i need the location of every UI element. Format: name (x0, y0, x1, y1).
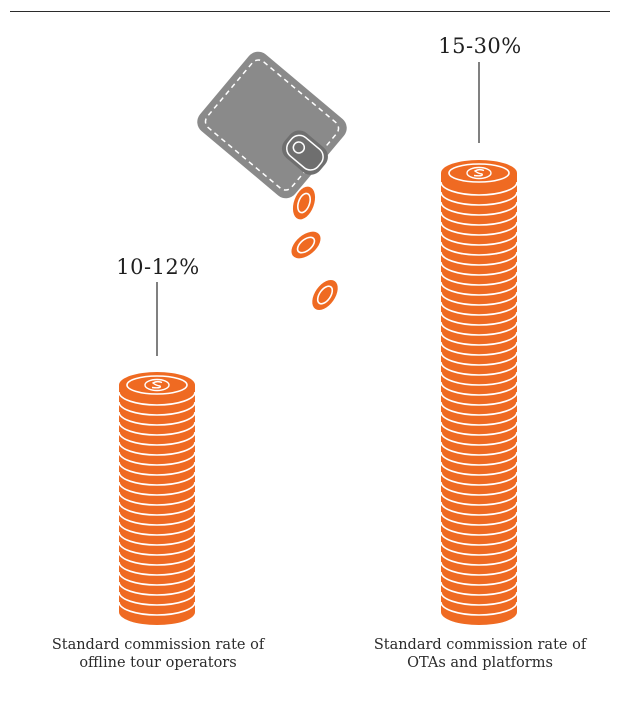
coin-rim (440, 551, 518, 566)
coin-rim (440, 351, 518, 366)
coin-base (119, 599, 195, 625)
dollar-icon (473, 168, 485, 177)
coin-rim (118, 521, 196, 536)
wallet-clasp (281, 130, 328, 175)
coin-rim (118, 591, 196, 606)
coin-rim (440, 491, 518, 506)
dollar-icon (151, 380, 163, 389)
top-divider (10, 11, 610, 12)
coin-rim (440, 291, 518, 306)
coin-rim (118, 581, 196, 596)
coin-rim (440, 221, 518, 236)
dollar-icon-ring (144, 378, 170, 392)
coin-rim (118, 461, 196, 476)
coin-rim (118, 411, 196, 426)
coin-stack-ota (440, 62, 518, 625)
coin-rim (118, 431, 196, 446)
coin-rim (440, 501, 518, 516)
value-label-ota: 15-30% (438, 34, 522, 58)
coin-rim (118, 601, 196, 616)
coin-rim (440, 311, 518, 326)
dollar-icon-ring (466, 166, 492, 180)
coin-rim (440, 301, 518, 316)
wallet-stitching (204, 59, 340, 191)
falling-coin-ring (316, 285, 334, 305)
coin-rim (440, 391, 518, 406)
coin-rim (440, 271, 518, 286)
coin-rim (440, 381, 518, 396)
coin-rim (440, 421, 518, 436)
coin-rim (118, 491, 196, 506)
coin-rim (440, 441, 518, 456)
coin-rim (440, 401, 518, 416)
coin-rim (118, 501, 196, 516)
category-label-offline: Standard commission rate of offline tour… (51, 637, 265, 671)
coin-rim (440, 531, 518, 546)
coin-rim (118, 421, 196, 436)
coin-rim (440, 451, 518, 466)
coin-rim (118, 551, 196, 566)
coin-rim (440, 231, 518, 246)
coin-rim (440, 321, 518, 336)
coin-rim (118, 471, 196, 486)
coin-base (441, 599, 517, 625)
coin-rim (440, 361, 518, 376)
coin-rim (440, 181, 518, 196)
coin-rim (440, 201, 518, 216)
coin-rim (440, 471, 518, 486)
value-label-offline: 10-12% (116, 255, 200, 279)
coin-rim (440, 331, 518, 346)
coin-rim (440, 261, 518, 276)
coin-rim (118, 391, 196, 406)
coin-rim (440, 541, 518, 556)
coin-rim (440, 251, 518, 266)
coin-rim (440, 511, 518, 526)
falling-coin-ring (296, 236, 316, 254)
falling-coin-ring (297, 192, 311, 214)
coin-rim (118, 481, 196, 496)
coin-rim (440, 581, 518, 596)
falling-coin-face (312, 279, 338, 311)
top-coin-ring (126, 375, 188, 395)
coin-rim (440, 571, 518, 586)
coin-rim (440, 281, 518, 296)
coin-rim (440, 561, 518, 576)
wallet-icon (197, 51, 347, 199)
coin-rim (440, 431, 518, 446)
coin-rim (440, 241, 518, 256)
coin-rim (118, 511, 196, 526)
coin-rim (118, 401, 196, 416)
wallet-body (197, 51, 347, 199)
bar (441, 173, 517, 612)
wallet-clasp-outline (286, 134, 324, 171)
coin-rim (440, 591, 518, 606)
coin-rim (118, 531, 196, 546)
coin-rim (440, 461, 518, 476)
coin-rim (118, 561, 196, 576)
bar (119, 385, 195, 612)
category-label-ota: Standard commission rate of OTAs and pla… (373, 637, 587, 671)
falling-coin-icon (292, 186, 316, 220)
falling-coin-face (291, 231, 321, 259)
coin-rim (440, 521, 518, 536)
falling-coin-icon (291, 231, 321, 259)
coin-stack-offline (118, 282, 196, 625)
top-coin-ring (448, 163, 510, 183)
coin-rim (440, 601, 518, 616)
coin-rim (118, 451, 196, 466)
coin-rim (118, 571, 196, 586)
coin-rim (118, 541, 196, 556)
coin-rim (440, 191, 518, 206)
coin-rim (118, 441, 196, 456)
coin-rim (440, 341, 518, 356)
coin-rim (440, 411, 518, 426)
coin-rim (440, 371, 518, 386)
coin-rim (440, 211, 518, 226)
wallet-button (292, 141, 306, 154)
falling-coin-icon (312, 279, 338, 311)
coin-rim (440, 481, 518, 496)
